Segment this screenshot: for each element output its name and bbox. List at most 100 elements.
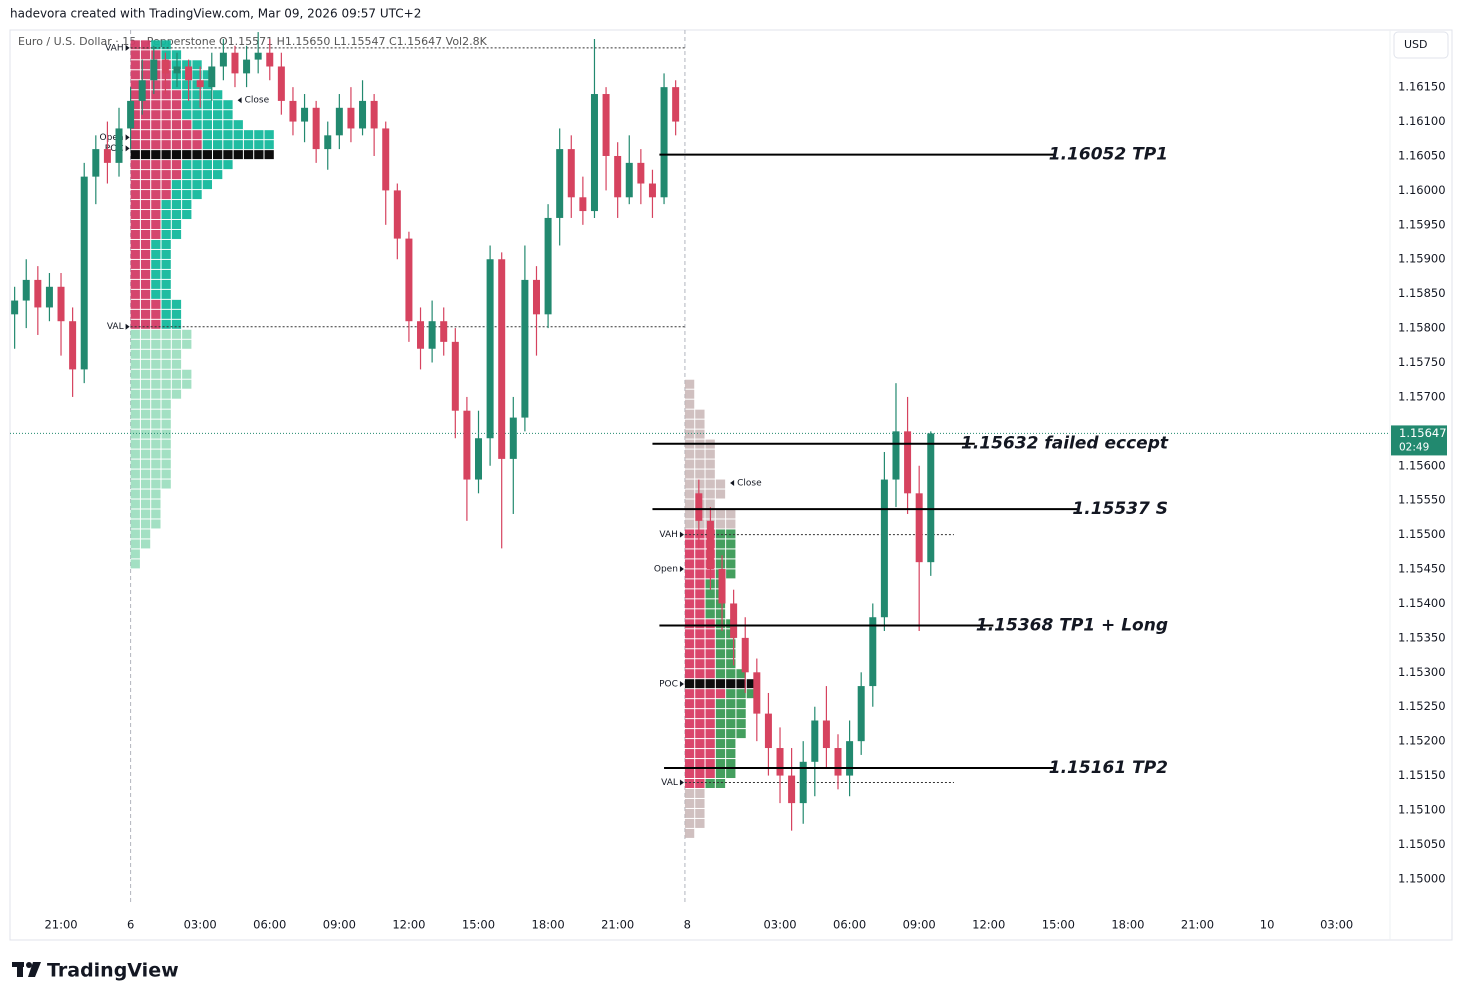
profile-cell — [705, 679, 715, 689]
x-tick-label: 09:00 — [323, 918, 356, 932]
level-label: Open — [100, 133, 124, 143]
currency-label[interactable]: USD — [1404, 38, 1428, 51]
profile-cell — [130, 239, 140, 249]
profile-cell — [151, 180, 161, 190]
profile-cell — [715, 719, 726, 729]
candle-body — [741, 637, 749, 673]
profile-cell — [140, 309, 151, 319]
profile-cell — [715, 689, 726, 699]
profile-cell — [140, 150, 151, 160]
profile-cell — [140, 200, 151, 210]
profile-cell — [684, 469, 695, 479]
candle-body — [498, 259, 506, 459]
profile-cell — [130, 509, 140, 519]
profile-cell — [715, 659, 726, 669]
profile-row — [684, 469, 715, 479]
profile-cell — [182, 140, 192, 150]
profile-row — [130, 120, 243, 130]
candle-body — [312, 107, 320, 150]
profile-row — [130, 269, 171, 279]
profile-cell — [715, 669, 726, 679]
profile-cell — [192, 160, 202, 170]
profile-cell — [715, 749, 726, 759]
profile-cell — [705, 659, 715, 669]
profile-cell — [182, 80, 192, 90]
candle-body — [846, 741, 854, 776]
profile-cell — [715, 759, 726, 769]
profile-cell — [130, 259, 140, 269]
profile-cell — [695, 469, 705, 479]
candle-body — [347, 107, 355, 129]
profile-cell — [192, 140, 202, 150]
profile-cell — [140, 439, 151, 449]
currency-button[interactable] — [1393, 31, 1449, 59]
profile-cell — [161, 319, 171, 329]
profile-cell — [151, 439, 161, 449]
profile-cell — [171, 229, 182, 239]
profile-row — [684, 669, 746, 679]
y-tick-label: 1.15000 — [1398, 871, 1446, 885]
profile-cell — [705, 469, 715, 479]
profile-cell — [140, 229, 151, 239]
profile-cell — [705, 649, 715, 659]
profile-cell — [233, 140, 243, 150]
profile-cell — [161, 249, 171, 259]
profile-cell — [705, 489, 715, 499]
profile-cell — [130, 180, 140, 190]
profile-cell — [695, 579, 705, 589]
profile-cell — [684, 818, 695, 828]
profile-cell — [684, 409, 695, 419]
profile-cell — [161, 170, 171, 180]
profile-cell — [151, 200, 161, 210]
profile-cell — [182, 210, 192, 220]
candle-body — [92, 149, 100, 177]
profile-cell — [202, 140, 213, 150]
y-tick-label: 1.15850 — [1398, 286, 1446, 300]
profile-row — [130, 229, 182, 239]
profile-cell — [202, 90, 213, 100]
profile-cell — [684, 539, 695, 549]
profile-cell — [726, 509, 736, 519]
candle-body — [301, 107, 309, 122]
x-tick-label: 10 — [1260, 918, 1275, 932]
profile-cell — [715, 779, 726, 788]
profile-cell — [726, 569, 736, 579]
profile-cell — [140, 60, 151, 70]
profile-cell — [715, 649, 726, 659]
profile-cell — [161, 459, 171, 469]
profile-cell — [695, 729, 705, 739]
y-tick-label: 1.16050 — [1398, 148, 1446, 162]
profile-cell — [233, 150, 243, 160]
profile-cell — [695, 689, 705, 699]
profile-cell — [182, 200, 192, 210]
profile-cell — [161, 130, 171, 140]
candle-body — [904, 431, 912, 494]
profile-cell — [715, 489, 726, 499]
y-tick-label: 1.15050 — [1398, 837, 1446, 851]
profile-cell — [171, 160, 182, 170]
profile-cell — [726, 529, 736, 539]
candle-body — [45, 286, 53, 308]
profile-cell — [161, 399, 171, 409]
profile-cell — [736, 719, 746, 729]
profile-cell — [684, 739, 695, 749]
profile-row — [130, 249, 171, 259]
profile-cell — [151, 110, 161, 120]
profile-cell — [161, 70, 171, 80]
profile-cell — [695, 559, 705, 569]
profile-row — [130, 359, 182, 369]
profile-cell — [213, 160, 223, 170]
profile-cell — [140, 70, 151, 80]
profile-row — [130, 439, 171, 449]
candle-body — [764, 713, 772, 749]
profile-cell — [161, 389, 171, 399]
profile-cell — [695, 808, 705, 818]
profile-cell — [171, 140, 182, 150]
profile-cell — [182, 120, 192, 130]
profile-cell — [243, 130, 254, 140]
profile-cell — [161, 309, 171, 319]
profile-cell — [182, 100, 192, 110]
profile-cell — [140, 319, 151, 329]
profile-row — [130, 489, 161, 499]
profile-row — [684, 429, 705, 439]
